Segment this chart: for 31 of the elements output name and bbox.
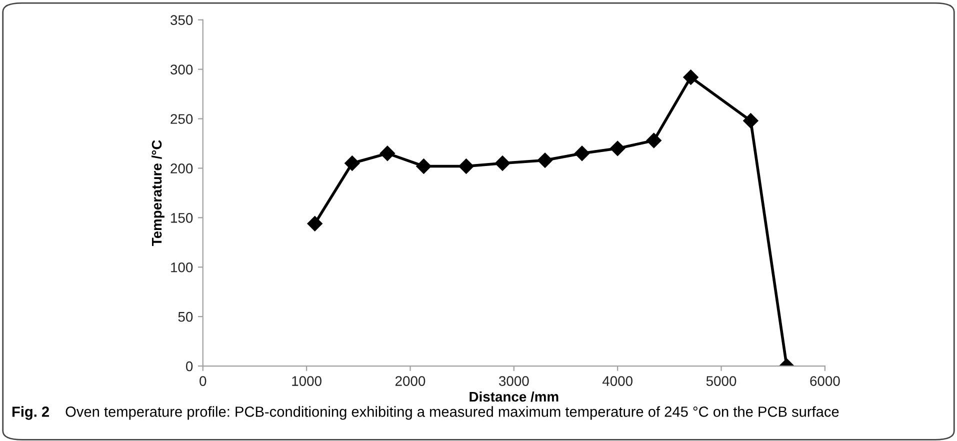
y-tick-label: 250 [170, 114, 193, 124]
point [380, 146, 395, 161]
point [344, 156, 360, 171]
text: Oven temperature profile: PCB-conditioning exhibiting a measured maximum temperature of 245 °C on the PCB surface [66, 406, 839, 420]
x-tick-label: 1000 [292, 376, 322, 386]
y-tick-label: 0 [186, 361, 193, 372]
x-tick-label: 2000 [395, 376, 426, 386]
y-tick-label: 50 [178, 312, 193, 322]
point [458, 158, 474, 174]
point [416, 158, 432, 174]
y-tick-label: 100 [171, 262, 193, 272]
x-tick-label: 5000 [706, 376, 736, 386]
point [646, 132, 662, 148]
x-tick-label: 6000 [810, 376, 840, 386]
y-tick-label: 350 [170, 15, 193, 26]
point [494, 156, 510, 171]
x-tick-label: 3000 [498, 376, 529, 386]
x-tick-label: 0 [200, 376, 206, 386]
caption: Fig. 2 [12, 406, 49, 420]
y-tick-label: 300 [170, 64, 193, 74]
point [610, 140, 626, 156]
y-tick-label: 150 [171, 213, 193, 223]
point [683, 70, 698, 85]
point [743, 113, 758, 128]
y-tick-label: 200 [170, 164, 193, 174]
y-axis-title: Temperature /°C [151, 140, 164, 246]
point [537, 152, 553, 168]
point [307, 216, 322, 232]
x-tick-label: 4000 [602, 376, 632, 386]
point [574, 146, 590, 161]
x-axis-title: Distance /mm [470, 391, 558, 402]
